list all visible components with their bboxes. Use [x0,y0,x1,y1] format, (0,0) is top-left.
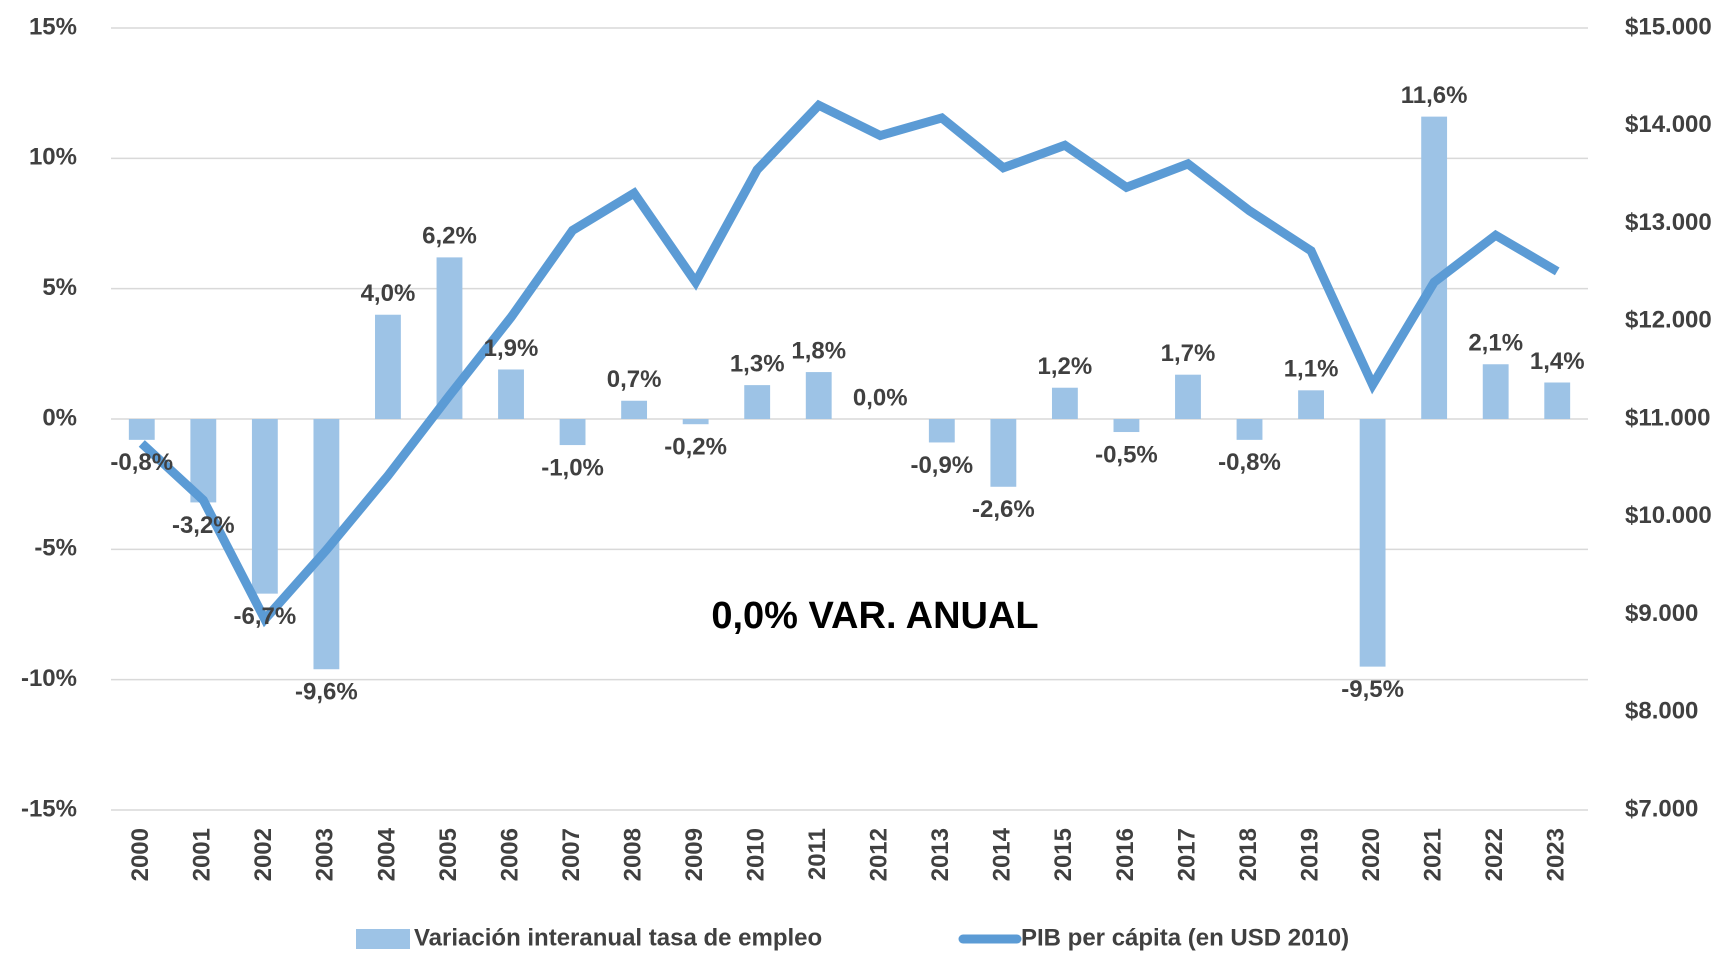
bar [1544,382,1571,419]
x-tick-label: 2011 [804,828,831,880]
bar [1421,116,1448,420]
data-label: -0,2% [664,434,727,461]
bar [1113,419,1140,433]
data-label: -0,5% [1095,441,1158,468]
data-label: -3,2% [172,512,235,539]
bar [1482,364,1509,419]
data-label: 1,3% [730,350,785,377]
y-tick-label: -10% [21,665,77,692]
y-tick-label: 0% [42,404,77,431]
bar [498,369,524,419]
y-tick-label: 10% [29,144,77,171]
x-tick-label: 2022 [1481,828,1508,881]
bar [621,400,648,419]
x-tick-label: 2010 [743,828,770,881]
x-tick-label: 2018 [1235,828,1262,881]
x-tick-label: 2020 [1358,828,1385,881]
bar [805,372,832,419]
y2-tick-label: $7.000 [1625,795,1698,822]
bar [990,419,1017,487]
x-tick-label: 2000 [127,828,154,881]
x-tick-label: 2012 [866,828,893,881]
bar [1236,419,1263,440]
data-label: 0,0% [853,384,908,411]
data-label: -9,5% [1341,676,1404,703]
y2-tick-label: $8.000 [1625,698,1698,725]
y2-tick-label: $9.000 [1625,600,1698,627]
data-label: 6,2% [422,223,477,250]
data-label: -6,7% [234,603,297,630]
x-tick-label: 2008 [619,828,646,881]
x-tick-label: 2021 [1419,828,1446,881]
bar [251,419,278,594]
x-tick-label: 2023 [1543,828,1570,881]
grid [111,27,1588,811]
data-label: 0,7% [607,366,662,393]
y-tick-label: 15% [29,13,77,40]
bar [1175,374,1201,419]
annotation: 0,0% VAR. ANUAL [711,595,1038,637]
bar [128,419,155,440]
data-label: -2,6% [972,496,1035,523]
y2-tick-label: $13.000 [1625,209,1712,236]
legend-label: Variación interanual tasa de empleo [414,924,822,951]
bar [928,419,955,443]
x-tick-label: 2006 [496,828,523,881]
bar [1359,419,1386,667]
y-tick-label: -5% [34,535,77,562]
x-tick-label: 2009 [681,828,708,881]
data-label: 2,1% [1468,330,1523,357]
y2-tick-label: $15.000 [1625,13,1712,40]
data-label: -9,6% [295,679,358,706]
legend-swatch [356,929,410,949]
y-tick-label: -15% [21,795,77,822]
bar [744,385,771,419]
data-label: -1,0% [541,454,604,481]
x-tick-label: 2007 [558,828,585,881]
bar [682,419,709,425]
y-tick-label: 5% [42,274,77,301]
x-tick-label: 2014 [989,827,1016,881]
x-tick-label: 2003 [312,828,339,881]
bar [559,419,586,446]
legend-label: PIB per cápita (en USD 2010) [1021,924,1349,951]
data-label: 1,2% [1038,353,1093,380]
data-label: 4,0% [361,280,416,307]
x-tick-label: 2001 [189,828,216,881]
data-label: -0,8% [1218,449,1281,476]
data-label: 1,7% [1161,340,1216,367]
bar [1298,390,1324,419]
x-tick-label: 2005 [435,828,462,881]
x-tick-label: 2015 [1050,828,1077,881]
bar [375,314,401,419]
data-label: 1,1% [1284,356,1339,383]
data-label: 1,9% [484,335,539,362]
y2-tick-label: $10.000 [1625,502,1712,529]
x-tick-label: 2002 [250,828,277,881]
x-tick-label: 2004 [373,827,400,881]
y2-tick-label: $11.000 [1625,404,1710,431]
x-tick-label: 2013 [927,828,954,881]
data-label: -0,8% [110,449,173,476]
x-tick-label: 2019 [1296,828,1323,881]
x-tick-label: 2016 [1112,828,1139,881]
y2-tick-label: $14.000 [1625,111,1712,138]
line [138,99,1560,628]
data-label: 1,4% [1530,348,1585,375]
data-label: 1,8% [791,337,846,364]
data-label: 11,6% [1401,82,1468,109]
x-tick-label: 2017 [1173,828,1200,881]
data-label: -0,9% [910,452,973,479]
y2-tick-label: $12.000 [1625,307,1712,334]
bar [1051,387,1078,419]
